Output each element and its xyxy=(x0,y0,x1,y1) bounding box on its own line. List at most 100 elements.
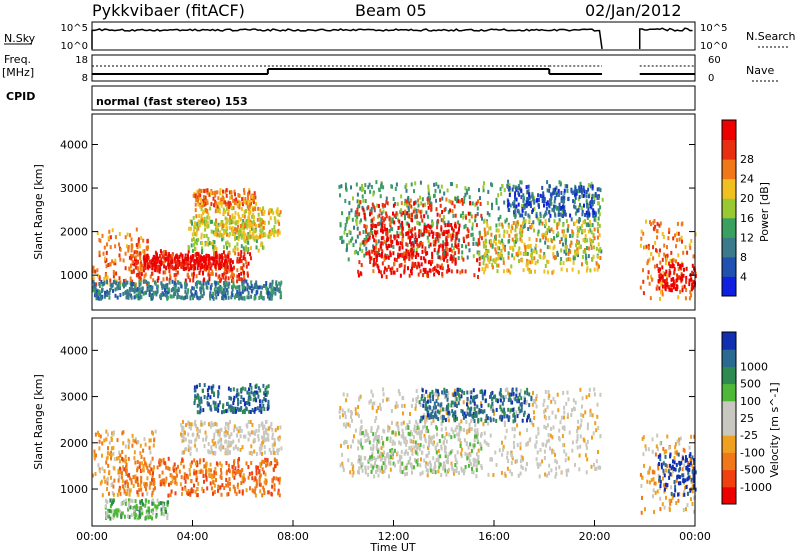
data-cell xyxy=(113,467,115,471)
data-cell xyxy=(447,188,449,192)
data-cell xyxy=(662,285,664,289)
data-cell xyxy=(119,253,121,257)
cpid-text: normal (fast stereo) 153 xyxy=(96,95,248,108)
data-cell xyxy=(157,260,159,264)
data-cell xyxy=(519,214,521,218)
data-cell xyxy=(478,449,480,453)
data-cell xyxy=(536,457,538,461)
data-cell xyxy=(349,230,351,234)
data-cell xyxy=(548,218,550,222)
data-cell xyxy=(230,397,232,401)
colorbar-tick-label: 12 xyxy=(740,231,754,244)
data-cell xyxy=(367,473,369,477)
data-cell xyxy=(517,209,519,213)
data-cell xyxy=(107,477,109,481)
data-cell xyxy=(586,238,588,242)
data-cell xyxy=(520,232,522,236)
data-cell xyxy=(184,472,186,476)
data-cell xyxy=(175,476,177,480)
data-cell xyxy=(151,502,153,506)
data-cell xyxy=(400,208,402,212)
data-cell xyxy=(390,271,392,275)
data-cell xyxy=(373,258,375,262)
data-cell xyxy=(461,244,463,248)
data-cell xyxy=(547,188,549,192)
data-cell xyxy=(117,296,119,300)
data-cell xyxy=(225,439,227,443)
data-cell xyxy=(223,211,225,215)
data-cell xyxy=(597,222,599,226)
data-cell xyxy=(221,483,223,487)
data-cell xyxy=(234,248,236,252)
data-cell xyxy=(557,231,559,235)
data-cell xyxy=(238,392,240,396)
data-cell xyxy=(149,464,151,468)
data-cell xyxy=(168,457,170,461)
data-cell xyxy=(559,203,561,207)
data-cell xyxy=(235,470,237,474)
data-cell xyxy=(461,198,463,202)
data-cell xyxy=(487,201,489,205)
data-cell xyxy=(259,399,261,403)
data-cell xyxy=(401,201,403,205)
data-cell xyxy=(411,242,413,246)
data-cell xyxy=(107,511,109,515)
data-cell xyxy=(125,252,127,256)
data-cell xyxy=(421,219,423,223)
data-cell xyxy=(107,263,109,267)
data-cell xyxy=(195,203,197,207)
data-cell xyxy=(686,251,688,255)
data-cell xyxy=(390,221,392,225)
data-cell xyxy=(357,251,359,255)
data-cell xyxy=(119,283,121,287)
data-cell xyxy=(468,229,470,233)
data-cell xyxy=(581,212,583,216)
data-cell xyxy=(115,272,117,276)
data-cell xyxy=(557,408,559,412)
data-cell xyxy=(187,265,189,269)
data-cell xyxy=(535,261,537,265)
data-cell xyxy=(443,192,445,196)
data-cell xyxy=(270,232,272,236)
data-cell xyxy=(210,191,212,195)
data-cell xyxy=(454,251,456,255)
nsearch-tick-bottom: 10^0 xyxy=(700,41,727,52)
data-cell xyxy=(422,250,424,254)
data-cell xyxy=(340,463,342,467)
data-cell xyxy=(386,268,388,272)
data-cell xyxy=(114,244,116,248)
data-cell xyxy=(566,258,568,262)
data-cell xyxy=(174,281,176,285)
data-cell xyxy=(268,384,270,388)
data-cell xyxy=(253,398,255,402)
data-cell xyxy=(682,251,684,255)
data-cell xyxy=(209,294,211,298)
data-cell xyxy=(470,233,472,237)
data-cell xyxy=(131,513,133,517)
data-cell xyxy=(204,395,206,399)
data-cell xyxy=(380,244,382,248)
data-cell xyxy=(479,262,481,266)
data-cell xyxy=(165,293,167,297)
data-cell xyxy=(216,190,218,194)
data-cell xyxy=(197,487,199,491)
data-cell xyxy=(378,269,380,273)
data-cell xyxy=(179,255,181,259)
data-cell xyxy=(265,286,267,290)
data-cell xyxy=(660,290,662,294)
data-cell xyxy=(127,249,129,253)
data-cell xyxy=(212,245,214,249)
data-cell xyxy=(529,219,531,223)
data-cell xyxy=(210,425,212,429)
data-cell xyxy=(359,231,361,235)
data-cell xyxy=(567,224,569,228)
data-cell xyxy=(218,274,220,278)
data-cell xyxy=(268,427,270,431)
data-cell xyxy=(149,260,151,264)
data-cell xyxy=(258,429,260,433)
data-cell xyxy=(139,276,141,280)
data-cell xyxy=(508,251,510,255)
data-cell xyxy=(544,473,546,477)
data-cell xyxy=(516,225,518,229)
data-cell xyxy=(122,430,124,434)
